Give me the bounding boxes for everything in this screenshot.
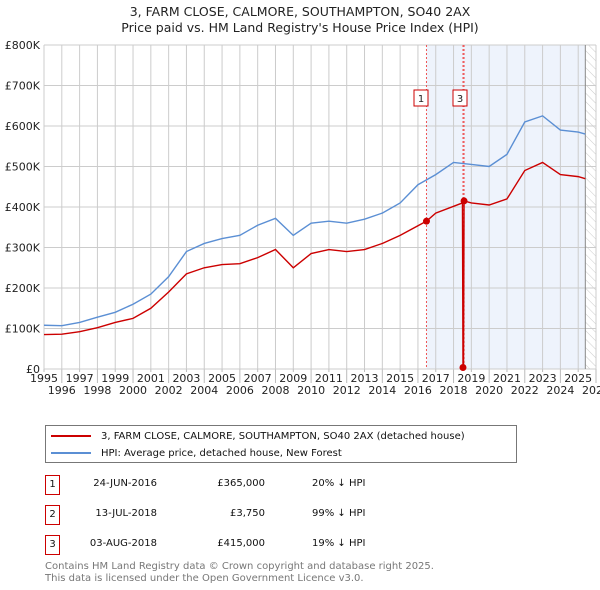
- sale-date: 24-JUN-2016: [93, 478, 157, 489]
- legend: 3, FARM CLOSE, CALMORE, SOUTHAMPTON, SO4…: [45, 425, 517, 463]
- sale-number-badge: 1: [45, 475, 60, 495]
- x-tick-label: 2024: [546, 384, 574, 397]
- sale-hpi-diff: 19% ↓ HPI: [312, 538, 366, 549]
- y-tick-label: £300K: [5, 242, 41, 255]
- sale-number-badge: 2: [45, 505, 60, 525]
- sale-point: [460, 197, 468, 205]
- x-tick-label: 2011: [315, 372, 343, 385]
- legend-label-property: 3, FARM CLOSE, CALMORE, SOUTHAMPTON, SO4…: [101, 430, 465, 442]
- x-tick-label: 1997: [66, 372, 94, 385]
- x-tick-label: 2018: [440, 384, 468, 397]
- y-tick-label: £400K: [5, 201, 41, 214]
- legend-swatch-property: [51, 435, 91, 437]
- y-tick-label: £500K: [5, 161, 41, 174]
- x-tick-label: 2014: [368, 384, 396, 397]
- sale-row: 2 13-JUL-2018 £3,750 99% ↓ HPI: [45, 505, 445, 525]
- footer-line: Contains HM Land Registry data © Crown c…: [45, 561, 434, 572]
- sale-label: 3: [457, 94, 463, 105]
- x-tick-label: 2008: [261, 384, 289, 397]
- footer: Contains HM Land Registry data © Crown c…: [45, 561, 434, 585]
- x-tick-label: 2013: [351, 372, 379, 385]
- sale-label-box: [452, 89, 468, 107]
- y-tick-label: £800K: [5, 39, 41, 52]
- x-tick-label: 2015: [386, 372, 414, 385]
- sale-label: 1: [418, 94, 424, 105]
- x-tick-label: 2002: [155, 384, 183, 397]
- footer-line: This data is licensed under the Open Gov…: [45, 573, 364, 584]
- x-tick-label: 2001: [137, 372, 165, 385]
- x-tick-label: 2025: [564, 372, 592, 385]
- y-tick-label: £100K: [5, 323, 41, 336]
- x-tick-label: 1999: [101, 372, 129, 385]
- sale-point: [422, 217, 430, 225]
- sale-row: 3 03-AUG-2018 £415,000 19% ↓ HPI: [45, 535, 445, 555]
- sale-hpi-diff: 20% ↓ HPI: [312, 478, 366, 489]
- sale-hpi-diff: 99% ↓ HPI: [312, 508, 366, 519]
- sale-price: £365,000: [217, 478, 265, 489]
- chart-subtitle: Price paid vs. HM Land Registry's House …: [121, 20, 479, 35]
- y-tick-label: £600K: [5, 120, 41, 133]
- sale-row: 1 24-JUN-2016 £365,000 20% ↓ HPI: [45, 475, 445, 495]
- x-tick-label: 2006: [226, 384, 254, 397]
- x-tick-label: 2010: [297, 384, 325, 397]
- legend-swatch-hpi: [51, 452, 91, 454]
- price-chart: 1995199619971998199920002001200220032004…: [5, 39, 600, 397]
- x-tick-label: 2021: [493, 372, 521, 385]
- sale-date: 13-JUL-2018: [95, 508, 157, 519]
- x-tick-label: 2005: [208, 372, 236, 385]
- sale-price: £415,000: [217, 538, 265, 549]
- sale-label-box: [413, 89, 429, 107]
- x-tick-label: 2003: [172, 372, 200, 385]
- sale-date: 03-AUG-2018: [89, 538, 157, 549]
- sale-price: £3,750: [230, 508, 265, 519]
- x-tick-label: 2017: [422, 372, 450, 385]
- x-tick-label: 1998: [83, 384, 111, 397]
- x-tick-label: 2004: [190, 384, 218, 397]
- x-tick-label: 2023: [529, 372, 557, 385]
- x-tick-label: 2019: [457, 372, 485, 385]
- legend-label-hpi: HPI: Average price, detached house, New …: [101, 447, 342, 459]
- chart-title: 3, FARM CLOSE, CALMORE, SOUTHAMPTON, SO4…: [129, 4, 471, 19]
- x-tick-label: 2026: [582, 384, 600, 397]
- x-tick-label: 1995: [30, 372, 58, 385]
- x-tick-label: 2007: [244, 372, 272, 385]
- x-tick-label: 2009: [279, 372, 307, 385]
- hpi-line: [43, 115, 586, 327]
- sale-point: [459, 363, 467, 371]
- y-tick-label: £0: [26, 363, 40, 376]
- x-tick-label: 2022: [511, 384, 539, 397]
- x-tick-label: 2020: [475, 384, 503, 397]
- property-price-line: [43, 161, 586, 369]
- x-tick-label: 1996: [48, 384, 76, 397]
- y-tick-label: £200K: [5, 282, 41, 295]
- sale-number-badge: 3: [45, 535, 60, 555]
- y-tick-label: £700K: [5, 80, 41, 93]
- x-tick-label: 2012: [333, 384, 361, 397]
- x-tick-label: 2016: [404, 384, 432, 397]
- x-tick-label: 2000: [119, 384, 147, 397]
